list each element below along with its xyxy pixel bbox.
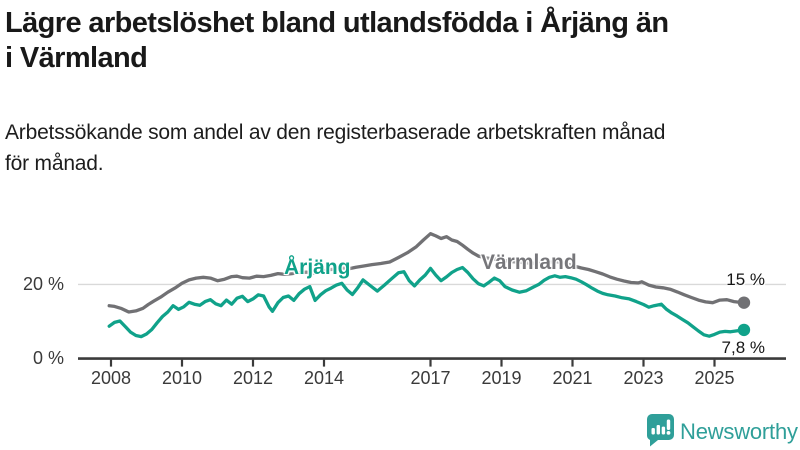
end-value-label-arjang: 7,8 %	[721, 338, 765, 357]
x-tick-label: 2012	[233, 368, 273, 388]
logo-bar-3	[661, 426, 666, 435]
x-tick-label: 2019	[481, 368, 521, 388]
x-tick-label: 2017	[410, 368, 450, 388]
x-tick-label: 2014	[304, 368, 344, 388]
title-line-2: i Värmland	[5, 42, 148, 74]
brand-name: Newsworthy	[680, 419, 798, 444]
series-label-varmland: Värmland	[481, 251, 577, 274]
chart-subtitle: Arbetssökande som andel av den registerb…	[5, 117, 785, 179]
logo-exclamation-dot	[666, 431, 671, 435]
logo-bubble-shape	[647, 414, 674, 447]
x-tick-label: 2021	[552, 368, 592, 388]
newsworthy-logo-icon	[647, 414, 674, 447]
end-value-label-varmland: 15 %	[726, 270, 765, 289]
x-tick-label: 2010	[162, 368, 202, 388]
series-end-dot-årjäng	[737, 323, 751, 337]
y-axis-label-20: 20 %	[22, 274, 64, 294]
series-line-värmland	[107, 232, 746, 314]
logo-bar-1	[651, 428, 655, 435]
y-axis-label-0: 0 %	[32, 348, 64, 368]
logo-exclamation-bar	[666, 419, 671, 430]
series-line-årjäng	[107, 265, 746, 339]
subtitle-line-2: för månad.	[5, 152, 104, 175]
title-line-1: Lägre arbetslöshet bland utlandsfödda i …	[5, 7, 669, 39]
logo-bar-2	[656, 425, 660, 435]
x-tick-label: 2023	[623, 368, 663, 388]
page-title: Lägre arbetslöshet bland utlandsfödda i …	[5, 6, 785, 76]
series-label-arjang: Årjäng	[284, 256, 351, 279]
subtitle-line-1: Arbetssökande som andel av den registerb…	[5, 121, 666, 144]
series-end-dot-värmland	[737, 296, 751, 309]
x-tick-label: 2008	[91, 368, 131, 388]
x-tick-label: 2025	[694, 368, 734, 388]
